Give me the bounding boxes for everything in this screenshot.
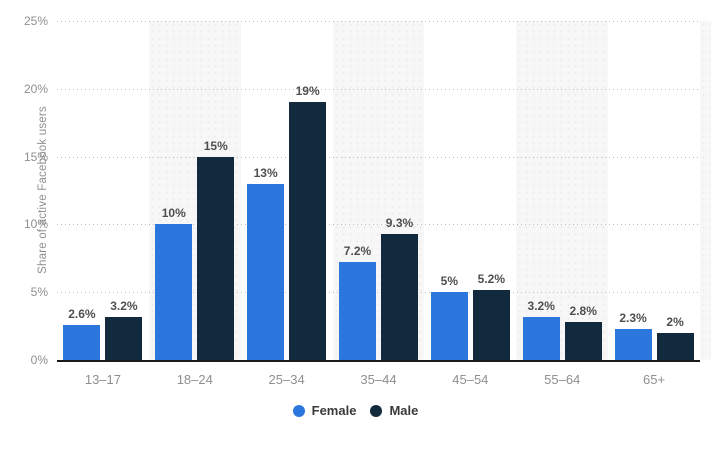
- value-label: 9.3%: [385, 215, 414, 230]
- bar-group: 10% 15% 18–24: [149, 21, 241, 387]
- x-tick-label: 18–24: [176, 372, 213, 387]
- x-axis-line: [57, 360, 700, 362]
- value-label: 7.2%: [343, 244, 372, 259]
- female-bar[interactable]: 5%: [430, 274, 468, 360]
- value-label: 2.6%: [68, 306, 96, 321]
- value-label: 10%: [161, 206, 186, 221]
- female-bar[interactable]: 13%: [247, 166, 285, 360]
- gridline: [57, 156, 700, 158]
- plot-band-edge: [700, 21, 711, 360]
- value-label: 5.2%: [477, 271, 506, 286]
- legend: Female Male: [0, 403, 711, 418]
- bar-group: 2.6% 3.2% 13–17: [57, 21, 149, 387]
- bar-group: 3.2% 2.8% 55–64: [516, 21, 608, 387]
- x-tick-label: 45–54: [452, 372, 489, 387]
- y-tick-label: 5%: [30, 285, 48, 300]
- female-bar[interactable]: 7.2%: [338, 244, 376, 360]
- legend-item-male[interactable]: Male: [370, 403, 418, 418]
- legend-label: Female: [311, 403, 357, 418]
- legend-label: Male: [389, 403, 419, 418]
- value-label: 3.2%: [527, 298, 555, 313]
- y-axis-title: Share of active Facebook users: [37, 106, 49, 274]
- male-bar[interactable]: 9.3%: [380, 216, 418, 360]
- y-tick-label: 10%: [23, 217, 48, 232]
- bar-group: 2.3% 2% 65+: [608, 21, 700, 387]
- plot-column-band: [516, 21, 609, 360]
- y-tick-label: 0%: [30, 353, 48, 367]
- value-label: 3.2%: [110, 298, 138, 313]
- value-label: 19%: [295, 84, 320, 99]
- plot-area: 0% 5% 10% 15% 20% 25% 2.6% 3.2% 13–17 10% 15% 18–24…: [24, 14, 711, 387]
- value-label: 13%: [253, 165, 278, 180]
- x-tick-label: 35–44: [360, 372, 397, 387]
- bar-group: 13% 19% 25–34: [241, 21, 333, 387]
- male-bar[interactable]: 19%: [289, 84, 327, 360]
- gridline: [57, 292, 700, 294]
- value-label: 15%: [203, 138, 228, 153]
- y-tick-label: 15%: [23, 149, 48, 164]
- y-tick-label: 25%: [23, 14, 48, 28]
- bar-group: 7.2% 9.3% 35–44: [333, 21, 425, 387]
- female-bar[interactable]: 10%: [155, 206, 193, 360]
- legend-swatch-male: [370, 404, 383, 417]
- value-label: 2%: [666, 314, 684, 329]
- value-label: 2.8%: [569, 304, 597, 319]
- value-label: 5%: [440, 274, 459, 289]
- female-bar[interactable]: 2.3%: [614, 311, 652, 360]
- gridline: [57, 21, 700, 22]
- male-bar[interactable]: 3.2%: [105, 299, 143, 360]
- x-tick-label: 65+: [643, 372, 666, 387]
- male-bar[interactable]: 5.2%: [472, 272, 510, 360]
- x-tick-label: 13–17: [84, 372, 121, 387]
- female-bar[interactable]: 3.2%: [522, 299, 560, 360]
- male-bar[interactable]: 2%: [656, 315, 694, 360]
- x-tick-label: 25–34: [268, 372, 305, 387]
- x-tick-label: 55–64: [544, 372, 581, 387]
- female-bar[interactable]: 2.6%: [63, 307, 101, 360]
- gridline: [57, 88, 700, 90]
- value-label: 2.3%: [619, 310, 647, 325]
- bar-group: 5% 5.2% 45–54: [424, 21, 516, 387]
- male-bar[interactable]: 2.8%: [564, 304, 602, 360]
- gridline: [57, 224, 700, 226]
- male-bar[interactable]: 15%: [197, 139, 235, 360]
- y-tick-label: 20%: [23, 81, 48, 96]
- legend-item-female[interactable]: Female: [292, 403, 357, 418]
- legend-swatch-female: [292, 404, 305, 417]
